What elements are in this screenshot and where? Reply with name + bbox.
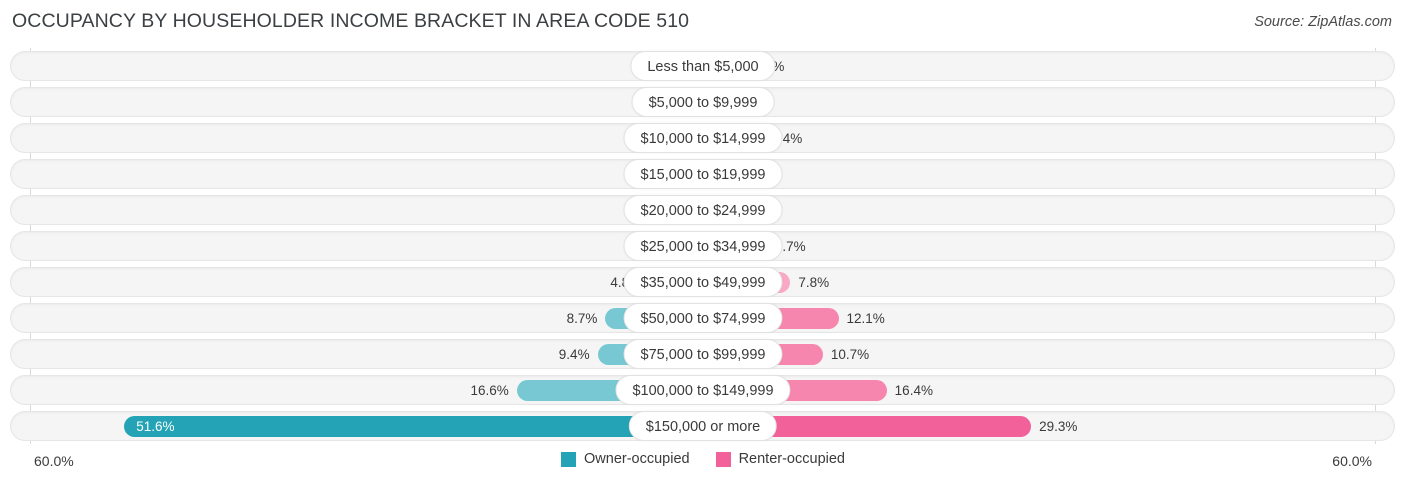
category-label: $15,000 to $19,999 [623,159,783,189]
bar-row: 1.2%3.2%$15,000 to $19,999 [0,156,1406,192]
legend-item[interactable]: Owner-occupied [561,451,690,467]
bar-row: 4.8%7.8%$35,000 to $49,999 [0,264,1406,300]
renter-value-label: 5.7% [774,239,806,254]
category-label: $5,000 to $9,999 [631,87,775,117]
chart-footer: 60.0% 60.0% Owner-occupied Renter-occupie… [0,444,1406,487]
bar-row: 1.4%3.3%$20,000 to $24,999 [0,192,1406,228]
category-label: $35,000 to $49,999 [623,267,783,297]
category-label: $100,000 to $149,999 [615,375,791,405]
legend-label: Renter-occupied [738,451,845,467]
chart-legend: Owner-occupied Renter-occupied [561,451,845,467]
owner-value-label: 9.4% [558,347,590,362]
category-label: $50,000 to $74,999 [623,303,783,333]
chart-header: OCCUPANCY BY HOUSEHOLDER INCOME BRACKET … [0,0,1406,44]
bar-row: 1.6%3.8%Less than $5,000 [0,48,1406,84]
owner-value-label: 51.6% [136,419,175,434]
bar-row: 3.0%5.7%$25,000 to $34,999 [0,228,1406,264]
bar-row: 0.67%2.3%$5,000 to $9,999 [0,84,1406,120]
category-label: $20,000 to $24,999 [623,195,783,225]
category-label: $10,000 to $14,999 [623,123,783,153]
category-label: $150,000 or more [628,411,778,441]
bar-row: 1.2%5.4%$10,000 to $14,999 [0,120,1406,156]
legend-item[interactable]: Renter-occupied [715,451,845,467]
renter-occupied-bar [703,416,1032,437]
renter-value-label: 29.3% [1039,419,1078,434]
category-label: $25,000 to $34,999 [623,231,783,261]
legend-label: Owner-occupied [584,451,690,467]
bar-rows-container: 1.6%3.8%Less than $5,0000.67%2.3%$5,000 … [0,48,1406,444]
chart-plot-area: 1.6%3.8%Less than $5,0000.67%2.3%$5,000 … [0,48,1406,444]
bar-row: 16.6% 16.4% $100,000 to $149,999 [0,372,1406,408]
category-label: Less than $5,000 [630,51,776,81]
bar-row: 51.6% 29.3% $150,000 or more [0,408,1406,444]
axis-label-right: 60.0% [1332,453,1372,469]
axis-label-left: 60.0% [34,453,74,469]
legend-swatch-icon [715,451,731,467]
owner-value-label: 8.7% [566,311,598,326]
bar-row: 8.7% 12.1% $50,000 to $74,999 [0,300,1406,336]
page-title: OCCUPANCY BY HOUSEHOLDER INCOME BRACKET … [12,10,690,32]
owner-occupied-bar [124,416,703,437]
renter-value-label: 12.1% [846,311,885,326]
renter-value-label: 10.7% [830,347,870,362]
renter-value-label: 16.4% [894,383,933,398]
bar-row: 9.4% 10.7% $75,000 to $99,999 [0,336,1406,372]
owner-value-label: 16.6% [470,383,509,398]
source-attribution: Source: ZipAtlas.com [1254,14,1392,30]
legend-swatch-icon [561,451,577,467]
renter-value-label: 7.8% [798,275,830,290]
category-label: $75,000 to $99,999 [623,339,783,369]
